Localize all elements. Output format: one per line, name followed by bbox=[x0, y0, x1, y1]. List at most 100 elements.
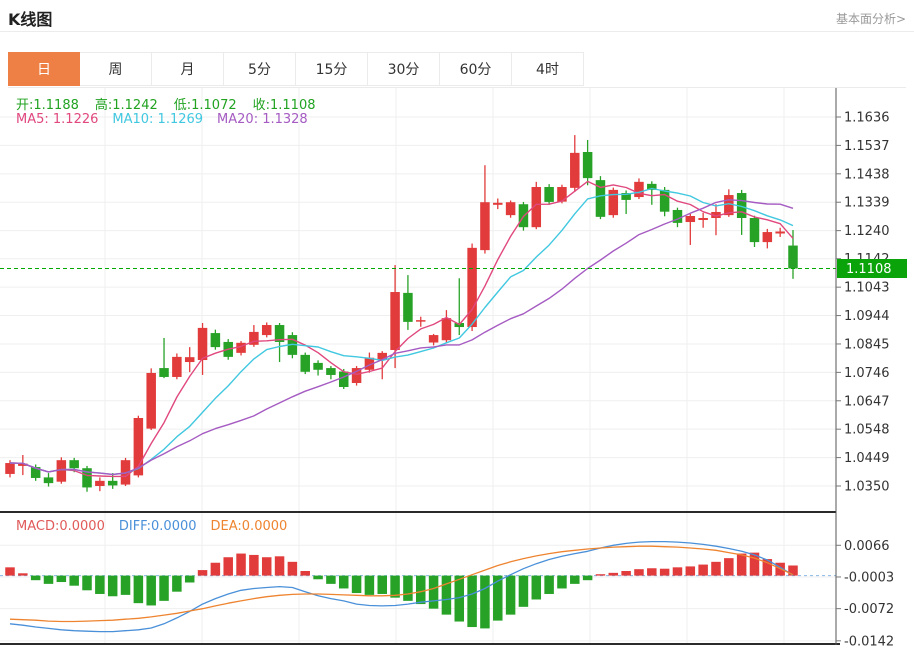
macd-bar bbox=[698, 564, 708, 576]
kline-chart-canvas[interactable]: 1.16361.15371.14381.13391.12401.11421.10… bbox=[0, 88, 914, 648]
candle-body bbox=[159, 368, 169, 377]
candles-group bbox=[5, 135, 798, 492]
macd-bar bbox=[274, 556, 285, 576]
macd-bar bbox=[223, 557, 233, 576]
tab-15min[interactable]: 15分 bbox=[296, 52, 368, 86]
macd-bar bbox=[30, 575, 41, 581]
macd-bar bbox=[326, 575, 336, 584]
candle-body bbox=[236, 342, 246, 353]
macd-label: MACD:0.0000 bbox=[16, 519, 105, 534]
candle-body bbox=[698, 218, 708, 221]
candle-body bbox=[184, 357, 195, 363]
ma5-label: MA5: 1.1226 bbox=[16, 112, 99, 127]
candle-body bbox=[582, 152, 593, 179]
candle-body bbox=[724, 195, 734, 216]
tab-4hour[interactable]: 4时 bbox=[512, 52, 584, 86]
macd-bar bbox=[236, 553, 246, 576]
candle-body bbox=[647, 183, 657, 190]
macd-bar bbox=[82, 575, 92, 591]
candle-body bbox=[621, 193, 631, 200]
candle-body bbox=[56, 460, 67, 482]
candle-body bbox=[364, 357, 375, 370]
current-price-badge bbox=[837, 259, 907, 279]
price-tick-label: 1.1339 bbox=[844, 196, 890, 211]
macd-bar bbox=[749, 552, 760, 576]
page-title: K线图 bbox=[8, 10, 53, 29]
candle-body bbox=[261, 325, 272, 336]
candle-body bbox=[570, 152, 580, 188]
macd-bar bbox=[621, 571, 631, 576]
macd-bar bbox=[659, 568, 670, 576]
price-tick-label: 1.0944 bbox=[844, 309, 890, 324]
candle-body bbox=[608, 189, 619, 216]
price-tick-label: 1.0449 bbox=[844, 451, 890, 466]
ma10-label: MA10: 1.1269 bbox=[112, 112, 204, 127]
candle-body bbox=[493, 202, 503, 205]
candle-body bbox=[197, 327, 208, 361]
candle-body bbox=[377, 352, 387, 360]
macd-bar bbox=[95, 575, 105, 594]
price-tick-label: 1.1537 bbox=[844, 139, 890, 154]
tab-day[interactable]: 日 bbox=[8, 52, 80, 86]
tab-30min[interactable]: 30分 bbox=[368, 52, 440, 86]
macd-bar bbox=[428, 575, 439, 609]
candle-body bbox=[95, 480, 105, 486]
candle-body bbox=[210, 333, 221, 348]
candle-body bbox=[480, 202, 490, 251]
price-tick-label: 1.0647 bbox=[844, 394, 890, 409]
macd-bar bbox=[120, 575, 131, 595]
macd-bar bbox=[403, 575, 413, 601]
candle-body bbox=[18, 463, 28, 466]
ohlc-close: 收:1.1108 bbox=[252, 98, 316, 113]
diff-line bbox=[9, 540, 794, 633]
macd-bar bbox=[313, 575, 323, 580]
macd-bar bbox=[467, 575, 477, 628]
candle-body bbox=[762, 232, 773, 243]
tab-month[interactable]: 月 bbox=[152, 52, 224, 86]
macd-bar bbox=[416, 575, 426, 605]
macd-tick-label: -0.0072 bbox=[844, 602, 894, 617]
candle-body bbox=[249, 331, 259, 345]
tab-week[interactable]: 周 bbox=[80, 52, 152, 86]
candle-body bbox=[69, 460, 79, 469]
candle-body bbox=[544, 187, 554, 202]
macd-bar bbox=[172, 575, 182, 592]
candle-body bbox=[659, 189, 670, 212]
macd-bar bbox=[338, 575, 349, 589]
macd-bar bbox=[18, 573, 28, 576]
tab-60min[interactable]: 60分 bbox=[440, 52, 512, 86]
macd-bar bbox=[133, 575, 144, 604]
y-axis-labels: 1.16361.15371.14381.13391.12401.11421.10… bbox=[836, 111, 894, 648]
macd-bar bbox=[107, 575, 118, 597]
macd-bar bbox=[762, 559, 773, 576]
candle-body bbox=[351, 368, 362, 383]
tab-5min[interactable]: 5分 bbox=[224, 52, 296, 86]
macd-bar bbox=[184, 575, 195, 583]
macd-bar bbox=[210, 562, 221, 576]
candle-body bbox=[43, 477, 54, 484]
fundamental-analysis-link[interactable]: 基本面分析> bbox=[835, 12, 906, 26]
macd-tick-label: -0.0142 bbox=[844, 634, 894, 648]
macd-bar bbox=[287, 561, 298, 576]
ma5-line bbox=[9, 180, 794, 478]
candle-body bbox=[595, 180, 606, 217]
candle-body bbox=[749, 218, 760, 243]
candle-body bbox=[416, 320, 426, 322]
candle-body bbox=[30, 467, 41, 478]
macd-bar bbox=[351, 575, 362, 594]
ohlc-low: 低:1.1072 bbox=[173, 98, 237, 113]
macd-bar bbox=[364, 575, 375, 595]
candle-body bbox=[672, 209, 683, 223]
candle-body bbox=[685, 215, 696, 223]
macd-bars-group bbox=[5, 552, 798, 629]
candle-body bbox=[300, 354, 310, 372]
dea-line bbox=[9, 545, 794, 623]
ma10-line bbox=[9, 187, 794, 476]
ohlc-high: 高:1.1242 bbox=[94, 98, 158, 113]
macd-bar bbox=[377, 575, 387, 594]
price-tick-label: 1.0350 bbox=[844, 480, 890, 495]
macd-bar bbox=[454, 575, 465, 622]
macd-bar bbox=[531, 575, 542, 600]
macd-bar bbox=[608, 572, 619, 576]
macd-bar bbox=[557, 575, 567, 589]
